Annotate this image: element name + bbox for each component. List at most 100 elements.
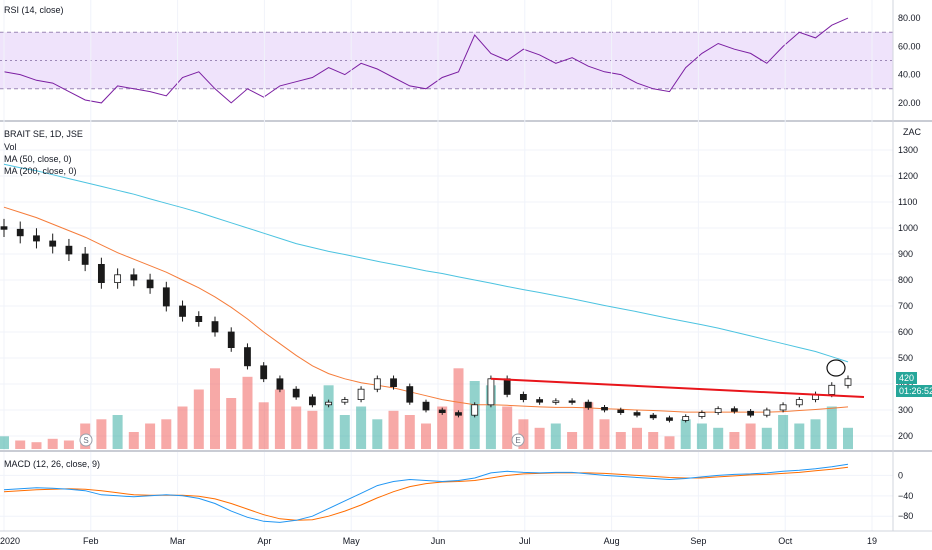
macd-tick-label: −40 [898,491,913,501]
candle-body [406,386,414,403]
candle-body [146,279,154,289]
candle-body [487,378,495,406]
rsi-title[interactable]: RSI (14, close) [4,5,64,15]
candle-body [455,412,462,416]
candle-body [471,404,479,416]
volume-bar [810,419,821,449]
rsi-axis-ticks: 80.00 60.00 40.00 20.00 [898,13,921,108]
volume-bar [550,423,561,449]
candle-body [130,274,138,281]
ma50-title[interactable]: MA (50, close, 0) [4,154,72,164]
macd-title[interactable]: MACD (12, 26, close, 9) [4,459,101,469]
candle-body [779,404,787,411]
volume-bar [0,436,9,450]
candle-body [828,384,836,395]
volume-bar [31,442,42,449]
candle-body [698,412,706,417]
split-marker-label: S [83,436,88,445]
candle-body [179,305,186,317]
time-tick-label: Feb [83,536,99,546]
price-tick-label: 1200 [898,171,918,181]
candle-body [373,378,381,390]
candle-body [763,409,771,416]
price-tick-label: 500 [898,353,913,363]
volume-bar [843,427,853,450]
candle-body [649,414,657,419]
candles [0,218,852,423]
time-tick-label: Aug [604,536,620,546]
candle-body [16,228,24,237]
rsi-tick-label: 80.00 [898,13,921,23]
volume-bar [680,419,691,449]
split-marker[interactable] [79,433,93,447]
volume-bar [567,432,578,449]
price-tick-label: 700 [898,301,913,311]
ma50-line[interactable] [3,206,849,413]
volume-bar [648,432,659,449]
candle-body [438,409,446,413]
candle-body [795,399,803,406]
rsi-tick-label: 40.00 [898,70,921,80]
volume-title[interactable]: Vol [4,142,17,152]
volume-bar [404,415,415,449]
candle-body [633,412,641,416]
volume-bar [291,406,302,449]
volume-bar [615,432,626,449]
ma200-line[interactable] [3,163,849,363]
volume-bar [485,385,496,450]
rsi-pane: 80.00 60.00 40.00 20.00 [0,13,921,108]
earnings-marker[interactable] [511,433,525,447]
candle-body [666,417,673,421]
candle-body [617,409,625,413]
candle-body [682,416,690,421]
volume-bar [323,385,334,450]
volume-bar [729,432,740,449]
last-price-tag[interactable]: 420 [896,371,918,384]
volume-bar [128,432,139,449]
price-tick-label: 200 [898,431,913,441]
candle-body [503,378,511,395]
candle-body [292,388,300,398]
candle-body [730,408,738,412]
volume-bar [161,419,172,449]
hand-drawn-circle[interactable] [826,359,846,377]
volume-bar [177,406,188,449]
price-pane: S E 1300 1200 1100 1000 900 800 700 600 500 400 30… [0,0,918,531]
volume-bar [274,389,285,449]
volume-bar [599,419,610,449]
candle-body [114,274,122,283]
price-tick-label: 300 [898,405,913,415]
time-tick-label: May [343,536,361,546]
volume-bar [761,427,772,450]
volume-bar [421,423,431,449]
price-tick-label: 1000 [898,223,918,233]
volume-bar [388,410,399,450]
volume-bar [534,427,545,450]
volume-bar [356,406,367,449]
price-title[interactable]: BRAIT SE, 1D, JSE [4,129,83,139]
volume-bars [0,368,853,450]
price-tick-label: 600 [898,327,913,337]
candle-body [552,400,560,403]
volume-bar [794,423,805,449]
volume-bar [632,427,642,450]
candle-body [714,408,722,414]
rsi-line[interactable] [3,17,849,104]
volume-bar [112,415,123,449]
macd-line[interactable] [3,463,849,523]
volume-bar [226,398,237,449]
volume-bar [778,415,789,449]
volume-bar [145,423,156,449]
volume-bar [96,419,107,449]
time-tick-label: 2020 [0,536,20,546]
resistance-trendline[interactable] [490,377,865,398]
macd-signal-line[interactable] [3,466,849,521]
candle-body [244,347,251,367]
time-tick-label: Mar [170,536,186,546]
time-tick-label: 19 [867,536,877,546]
candle-body [519,393,527,400]
ma200-title[interactable]: MA (200, close, 0) [4,166,77,176]
candle-body [422,401,430,411]
